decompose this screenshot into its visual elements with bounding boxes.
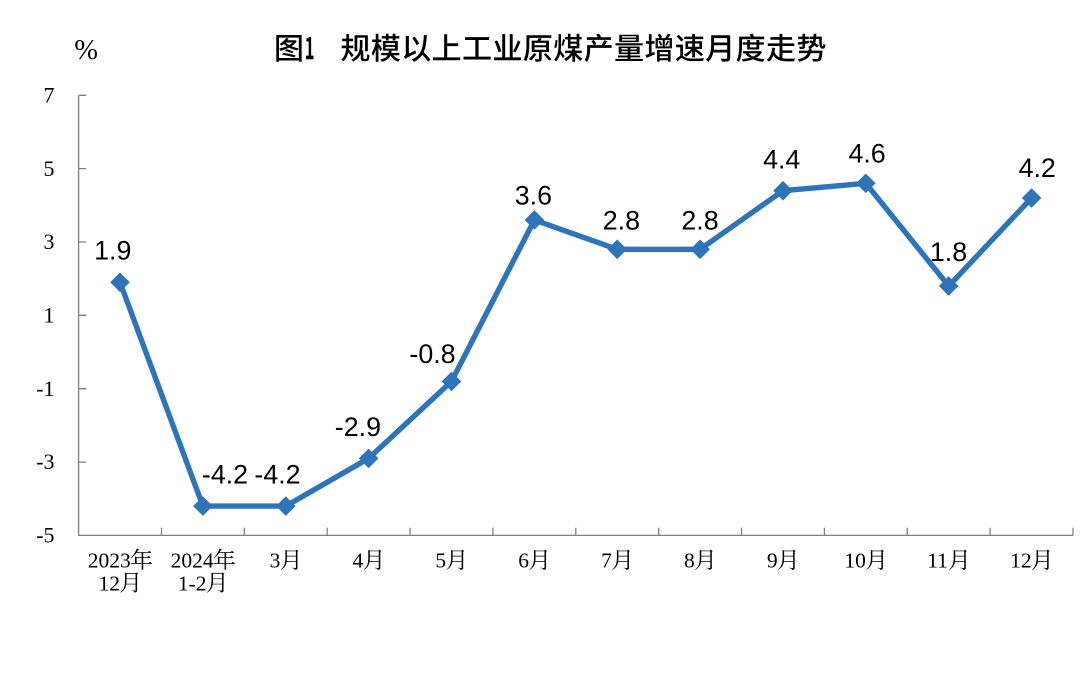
svg-text:4.2: 4.2 [1019, 153, 1056, 183]
svg-text:1: 1 [44, 303, 55, 328]
svg-text:6: 6 [518, 549, 529, 573]
svg-text:10: 10 [844, 549, 866, 573]
svg-text:-0.8: -0.8 [409, 339, 455, 369]
svg-text:3: 3 [44, 229, 55, 254]
svg-text:4: 4 [353, 549, 364, 573]
svg-text:-4.2: -4.2 [254, 459, 300, 489]
svg-text:3: 3 [270, 549, 281, 573]
svg-text:-5: -5 [36, 523, 54, 548]
svg-text:7: 7 [44, 83, 55, 108]
svg-text:2.8: 2.8 [603, 206, 640, 236]
svg-text:%: % [74, 35, 98, 66]
svg-text:-4.2: -4.2 [202, 459, 248, 489]
svg-text:11: 11 [927, 549, 948, 573]
svg-text:-2.9: -2.9 [335, 412, 381, 442]
svg-text:7: 7 [601, 549, 612, 573]
svg-text:2023: 2023 [88, 549, 131, 573]
svg-text:2.8: 2.8 [681, 206, 718, 236]
svg-text:4.6: 4.6 [848, 139, 885, 169]
svg-text:12: 12 [99, 571, 121, 595]
svg-text:-1: -1 [36, 376, 54, 401]
svg-text:5: 5 [44, 156, 55, 181]
svg-text:8: 8 [684, 549, 695, 573]
svg-text:9: 9 [767, 549, 778, 573]
svg-text:3.6: 3.6 [515, 181, 552, 211]
svg-text:5: 5 [435, 549, 446, 573]
svg-text:2024: 2024 [171, 549, 214, 573]
svg-text:1.9: 1.9 [94, 236, 131, 266]
svg-text:-3: -3 [36, 449, 54, 474]
svg-text:4.4: 4.4 [763, 144, 800, 174]
svg-text:1-2: 1-2 [178, 571, 207, 595]
svg-text:12: 12 [1010, 549, 1032, 573]
svg-text:1.8: 1.8 [930, 237, 967, 267]
